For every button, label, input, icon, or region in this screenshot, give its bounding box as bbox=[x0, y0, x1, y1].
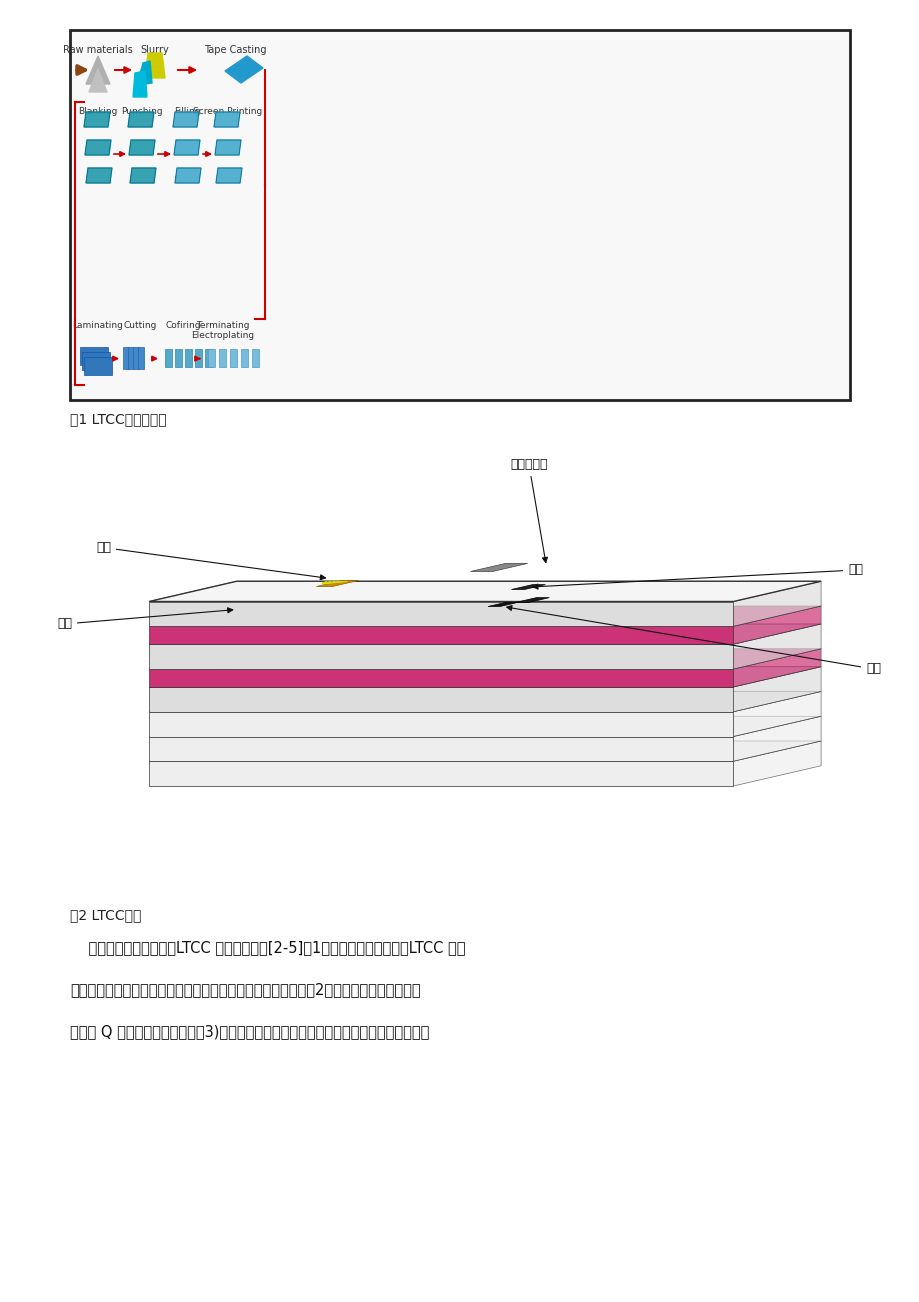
Text: Cofiring: Cofiring bbox=[165, 320, 200, 329]
Polygon shape bbox=[215, 141, 241, 155]
Polygon shape bbox=[84, 112, 110, 128]
Polygon shape bbox=[174, 141, 199, 155]
Text: 金线: 金线 bbox=[96, 542, 325, 579]
FancyBboxPatch shape bbox=[133, 346, 139, 368]
Text: Terminating
Electroplating: Terminating Electroplating bbox=[191, 320, 255, 340]
Polygon shape bbox=[173, 112, 199, 128]
Polygon shape bbox=[149, 691, 821, 712]
FancyBboxPatch shape bbox=[205, 349, 211, 367]
Polygon shape bbox=[732, 605, 821, 644]
Polygon shape bbox=[149, 581, 821, 602]
Polygon shape bbox=[149, 602, 732, 626]
Polygon shape bbox=[85, 168, 112, 184]
FancyBboxPatch shape bbox=[84, 357, 112, 375]
Polygon shape bbox=[129, 141, 154, 155]
Text: Cutting: Cutting bbox=[123, 320, 156, 329]
Polygon shape bbox=[149, 648, 821, 669]
Polygon shape bbox=[487, 603, 517, 607]
FancyBboxPatch shape bbox=[165, 349, 172, 367]
Polygon shape bbox=[137, 61, 152, 85]
FancyBboxPatch shape bbox=[208, 349, 215, 367]
Polygon shape bbox=[214, 112, 240, 128]
Text: 图2 LTCC基板: 图2 LTCC基板 bbox=[70, 907, 142, 922]
Text: Raw materials: Raw materials bbox=[63, 46, 132, 55]
Text: Filling: Filling bbox=[174, 107, 200, 116]
Polygon shape bbox=[133, 72, 147, 98]
Polygon shape bbox=[149, 644, 732, 669]
FancyBboxPatch shape bbox=[252, 349, 259, 367]
Polygon shape bbox=[149, 741, 821, 762]
FancyBboxPatch shape bbox=[241, 349, 248, 367]
Text: Slurry: Slurry bbox=[141, 46, 169, 55]
Text: Punching: Punching bbox=[121, 107, 163, 116]
Text: 半导体晶片: 半导体晶片 bbox=[510, 458, 547, 562]
Polygon shape bbox=[149, 581, 821, 602]
Text: 与其他集成技术相比，LTCC 具有如下特点[2-5]：1）根据配料旳不一样，LTCC 材料: 与其他集成技术相比，LTCC 具有如下特点[2-5]：1）根据配料旳不一样，LT… bbox=[70, 940, 465, 954]
Polygon shape bbox=[128, 112, 153, 128]
Polygon shape bbox=[149, 762, 732, 786]
FancyBboxPatch shape bbox=[195, 349, 202, 367]
Text: Tape Casting: Tape Casting bbox=[203, 46, 266, 55]
FancyBboxPatch shape bbox=[82, 352, 110, 370]
Polygon shape bbox=[149, 667, 821, 687]
Polygon shape bbox=[149, 669, 732, 687]
Polygon shape bbox=[515, 598, 549, 603]
Text: Screen Printing: Screen Printing bbox=[193, 107, 262, 116]
Polygon shape bbox=[89, 69, 107, 92]
Text: 频、高 Q 特性和高速传播特性；3)使用高电导率旳金属材料作为导体材料，有助于提高电: 频、高 Q 特性和高速传播特性；3)使用高电导率旳金属材料作为导体材料，有助于提… bbox=[70, 1023, 429, 1039]
Text: 旳介电常数可以在很大范围内变动，增长了电路设计旳灵活性；2）陶瓷材料具有优良旳高: 旳介电常数可以在很大范围内变动，增长了电路设计旳灵活性；2）陶瓷材料具有优良旳高 bbox=[70, 982, 420, 997]
FancyBboxPatch shape bbox=[128, 346, 134, 368]
Text: 电容: 电容 bbox=[506, 605, 880, 676]
Polygon shape bbox=[85, 141, 111, 155]
Text: Blanking: Blanking bbox=[78, 107, 118, 116]
FancyBboxPatch shape bbox=[219, 349, 226, 367]
Polygon shape bbox=[149, 624, 821, 644]
Polygon shape bbox=[85, 56, 110, 85]
Polygon shape bbox=[149, 626, 732, 644]
Polygon shape bbox=[225, 56, 263, 83]
Polygon shape bbox=[130, 168, 156, 184]
Polygon shape bbox=[145, 53, 165, 78]
Text: Laminating: Laminating bbox=[73, 320, 123, 329]
Text: 电阻: 电阻 bbox=[532, 564, 862, 589]
Text: 导线: 导线 bbox=[57, 608, 233, 630]
Polygon shape bbox=[149, 737, 732, 762]
FancyBboxPatch shape bbox=[185, 349, 192, 367]
Polygon shape bbox=[149, 687, 732, 712]
FancyBboxPatch shape bbox=[123, 346, 129, 368]
FancyBboxPatch shape bbox=[80, 346, 108, 365]
Polygon shape bbox=[732, 581, 821, 626]
Polygon shape bbox=[470, 564, 527, 572]
FancyBboxPatch shape bbox=[230, 349, 237, 367]
Polygon shape bbox=[732, 716, 821, 762]
Polygon shape bbox=[149, 716, 821, 737]
Polygon shape bbox=[149, 605, 821, 626]
Polygon shape bbox=[732, 691, 821, 737]
Polygon shape bbox=[175, 168, 200, 184]
Polygon shape bbox=[732, 667, 821, 712]
Polygon shape bbox=[316, 581, 358, 586]
Polygon shape bbox=[732, 648, 821, 687]
Polygon shape bbox=[732, 624, 821, 669]
Polygon shape bbox=[216, 168, 242, 184]
FancyBboxPatch shape bbox=[138, 346, 144, 368]
Polygon shape bbox=[511, 585, 545, 590]
Polygon shape bbox=[149, 712, 732, 737]
Text: 图1 LTCC工艺流程图: 图1 LTCC工艺流程图 bbox=[70, 411, 166, 426]
FancyBboxPatch shape bbox=[70, 30, 849, 400]
FancyBboxPatch shape bbox=[175, 349, 182, 367]
Polygon shape bbox=[732, 741, 821, 786]
